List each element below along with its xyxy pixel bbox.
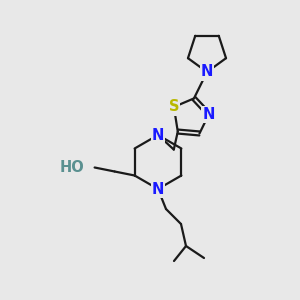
Text: N: N — [201, 64, 213, 80]
Text: HO: HO — [60, 160, 85, 175]
Text: N: N — [152, 128, 164, 142]
Text: S: S — [169, 99, 179, 114]
Text: N: N — [202, 107, 215, 122]
Text: N: N — [152, 182, 164, 196]
